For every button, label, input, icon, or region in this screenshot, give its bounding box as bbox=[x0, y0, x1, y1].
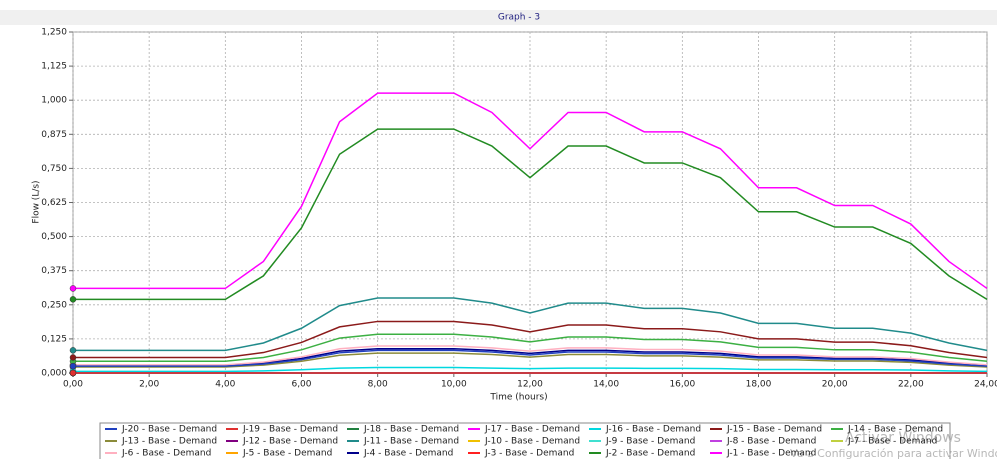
series-marker bbox=[69, 354, 77, 361]
series-line bbox=[73, 320, 988, 359]
series-line bbox=[73, 366, 988, 373]
legend-label: J-15 - Base - Demand bbox=[726, 425, 822, 435]
legend-label: J-18 - Base - Demand bbox=[363, 425, 459, 435]
title-band bbox=[0, 10, 997, 25]
y-tick-label: 1,000 bbox=[41, 96, 67, 106]
y-tick-label: 0,125 bbox=[41, 334, 67, 344]
y-tick-label: 0,500 bbox=[41, 232, 67, 242]
x-tick-label: 0,00 bbox=[63, 380, 83, 390]
x-tick-label: 10,00 bbox=[441, 380, 467, 390]
x-tick-label: 22,00 bbox=[898, 380, 924, 390]
series-marker bbox=[69, 296, 77, 303]
legend-label: J-19 - Base - Demand bbox=[242, 425, 338, 435]
x-tick-label: 20,00 bbox=[822, 380, 848, 390]
legend-label: J-20 - Base - Demand bbox=[121, 425, 217, 435]
legend-box bbox=[99, 422, 951, 459]
x-tick-label: 24,00 bbox=[974, 380, 997, 390]
legend-label: J-8 - Base - Demand bbox=[726, 437, 816, 447]
legend-label: J-12 - Base - Demand bbox=[242, 437, 338, 447]
x-tick-label: 16,00 bbox=[669, 380, 695, 390]
series-marker bbox=[69, 285, 77, 292]
legend-label: J-17 - Base - Demand bbox=[484, 425, 580, 435]
watermark-text: Ve a Configuración para activar Windows. bbox=[790, 447, 997, 459]
series-line bbox=[73, 352, 988, 368]
chart-title: Graph - 3 bbox=[498, 13, 540, 23]
legend-label: J-11 - Base - Demand bbox=[363, 437, 459, 447]
legend-label: J-7 - Base - Demand bbox=[847, 437, 937, 447]
y-tick-label: 0,000 bbox=[41, 369, 67, 379]
series-line bbox=[73, 349, 988, 367]
legend-label: J-6 - Base - Demand bbox=[121, 449, 211, 459]
y-tick-label: 0,750 bbox=[41, 164, 67, 174]
legend-label: J-1 - Base - Demand bbox=[726, 449, 816, 459]
series-marker bbox=[69, 362, 77, 370]
y-tick-label: 0,375 bbox=[41, 266, 67, 276]
legend-label: J-13 - Base - Demand bbox=[121, 437, 217, 447]
series-line bbox=[73, 128, 988, 301]
x-tick-label: 4,00 bbox=[215, 380, 235, 390]
series-marker bbox=[69, 347, 77, 354]
series-line bbox=[73, 297, 988, 352]
series-marker bbox=[69, 369, 77, 377]
x-tick-label: 6,00 bbox=[291, 380, 311, 390]
legend-label: J-16 - Base - Demand bbox=[605, 425, 701, 435]
legend-label: J-9 - Base - Demand bbox=[605, 437, 695, 447]
legend-label: J-14 - Base - Demand bbox=[847, 425, 943, 435]
x-tick-label: 8,00 bbox=[368, 380, 388, 390]
y-tick-label: 0,625 bbox=[41, 198, 67, 208]
series-line bbox=[73, 92, 988, 290]
y-tick-label: 0,875 bbox=[41, 130, 67, 140]
x-tick-label: 12,00 bbox=[517, 380, 543, 390]
y-tick-label: 1,125 bbox=[41, 62, 67, 72]
x-tick-label: 2,00 bbox=[139, 380, 159, 390]
legend-label: J-10 - Base - Demand bbox=[484, 437, 580, 447]
x-axis-label: Time (hours) bbox=[489, 393, 547, 403]
series-line bbox=[73, 345, 988, 366]
legend-label: J-3 - Base - Demand bbox=[484, 449, 574, 459]
legend-label: J-4 - Base - Demand bbox=[363, 449, 453, 459]
legend-label: J-5 - Base - Demand bbox=[242, 449, 332, 459]
x-tick-label: 18,00 bbox=[746, 380, 772, 390]
series-line bbox=[73, 333, 988, 363]
watermark-title: Activar Windows bbox=[845, 430, 961, 446]
x-tick-label: 14,00 bbox=[593, 380, 619, 390]
y-tick-label: 0,250 bbox=[41, 300, 67, 310]
y-axis-label: Flow (L/s) bbox=[32, 180, 42, 223]
y-tick-label: 1,250 bbox=[41, 28, 67, 38]
legend-label: J-2 - Base - Demand bbox=[605, 449, 695, 459]
